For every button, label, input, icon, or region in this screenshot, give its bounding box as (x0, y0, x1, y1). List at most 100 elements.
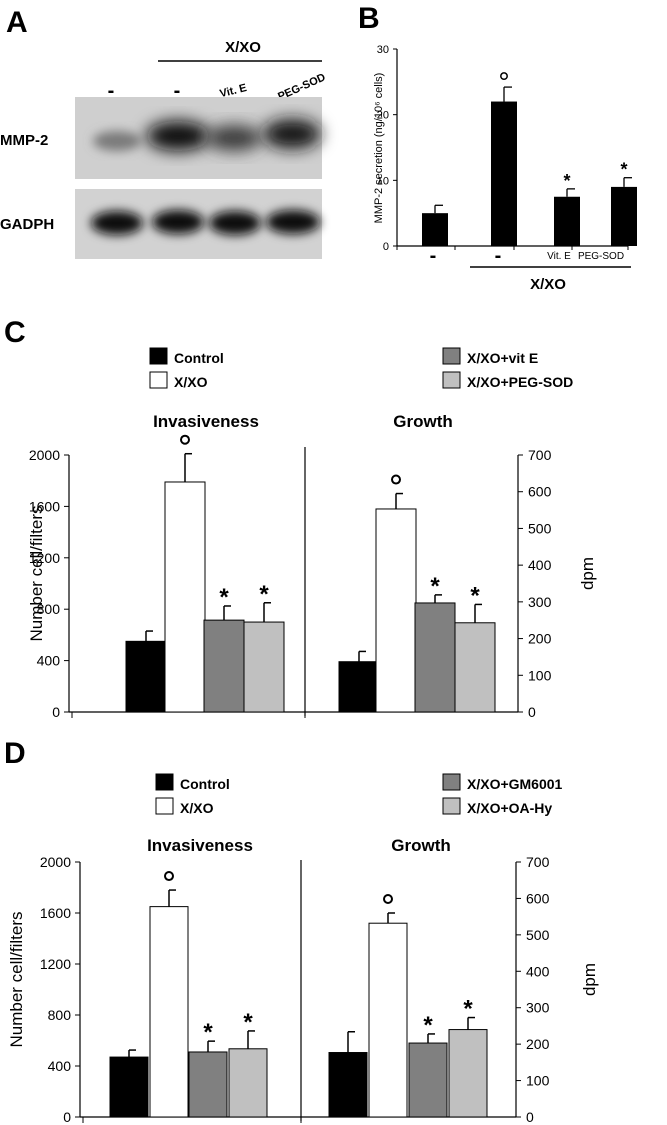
legend-label: X/XO+GM6001 (467, 776, 563, 792)
y-tick-label-left: 1200 (40, 956, 71, 972)
bar (328, 1052, 368, 1118)
blot-lane-label-2: - (174, 80, 181, 102)
group-title: Invasiveness (147, 836, 253, 855)
gadph-band-2 (152, 210, 204, 234)
mmp2-band-1 (93, 131, 141, 151)
group-title: Invasiveness (153, 412, 259, 431)
y-tick-label-left: 2000 (29, 447, 60, 463)
x-category-label: PEG-SOD (578, 251, 624, 262)
y-tick-label-left: 1200 (29, 550, 60, 566)
y-tick-label-right: 300 (528, 594, 552, 610)
blot-lane-label-1: - (108, 80, 115, 102)
gadph-band-1 (91, 211, 143, 235)
y-tick-label-left: 1600 (29, 498, 60, 514)
panel-d: D Control X/XO X/XO+GM6001 X/XO+OA-Hy 0 400 80… (4, 737, 599, 1125)
y-tick-label-right: 400 (526, 963, 550, 979)
bar (228, 1048, 268, 1118)
x-category-label: Vit. E (547, 251, 571, 262)
chart-d: Control X/XO X/XO+GM6001 X/XO+OA-Hy 0 400 800 1… (7, 773, 599, 1125)
significance-circle (391, 474, 401, 485)
y-tick-label-right: 100 (528, 667, 552, 683)
bar (338, 661, 380, 713)
y-tick-label-left: 400 (37, 653, 61, 669)
gadph-band-4 (266, 210, 320, 234)
legend-swatch (442, 797, 461, 815)
chart-b: 0 10 20 30 * * - - Vit. E PEG-SOD X/XO MMP-2 secret… (373, 44, 637, 293)
panel-a: A X/XO - - Vit. E PEG-SOD MMP-2 GADPH (0, 6, 327, 259)
legend-swatch (155, 797, 174, 815)
panel-letter-d: D (4, 737, 26, 770)
significance-circle (383, 894, 393, 904)
y-tick-label-right: 600 (528, 484, 552, 500)
bar (149, 906, 189, 1118)
y-axis-title-right: dpm (580, 963, 599, 996)
legend-swatch (155, 773, 174, 791)
significance-asterisk: * (219, 584, 229, 611)
legend-label: X/XO+OA-Hy (467, 800, 552, 816)
significance-asterisk: * (259, 581, 269, 608)
y-tick-label: 0 (383, 241, 389, 253)
bar (188, 1051, 228, 1118)
y-tick-label-right: 500 (528, 520, 552, 536)
x-axis-title: X/XO (530, 276, 566, 293)
bar (414, 602, 456, 713)
blot-group-label: X/XO (225, 39, 261, 56)
bar (109, 1056, 149, 1118)
significance-asterisk: * (563, 171, 570, 191)
blot-row-label-gadph: GADPH (0, 216, 54, 233)
chart-c: Control X/XO X/XO+vit E X/XO+PEG-SOD 0 400 800… (27, 347, 597, 720)
panel-letter-c: C (4, 316, 26, 349)
bar (164, 481, 206, 713)
significance-asterisk: * (463, 996, 473, 1023)
bar (611, 186, 637, 246)
y-tick-label-left: 800 (48, 1007, 72, 1023)
legend-label: X/XO (174, 374, 208, 390)
blot-row-label-mmp2: MMP-2 (0, 132, 48, 149)
y-tick-label-left: 2000 (40, 854, 71, 870)
y-tick-label-left: 800 (37, 601, 61, 617)
significance-asterisk: * (620, 160, 627, 180)
bar (491, 101, 517, 247)
panel-letter-b: B (358, 2, 380, 35)
y-tick-label: 10 (377, 175, 389, 187)
y-tick-label-right: 700 (526, 854, 550, 870)
y-tick-label-right: 600 (526, 890, 550, 906)
significance-asterisk: * (470, 582, 480, 609)
bar (422, 213, 448, 246)
x-category-label: - (430, 245, 437, 267)
y-tick-label-right: 100 (526, 1073, 550, 1089)
y-tick-label-right: 400 (528, 557, 552, 573)
bar (368, 922, 408, 1118)
y-tick-label-left: 0 (52, 704, 60, 720)
legend-swatch (442, 773, 461, 791)
bar (243, 621, 285, 713)
y-axis-title-left: Number cell/filters (27, 505, 46, 641)
y-tick-label-left: 400 (48, 1058, 72, 1074)
y-tick-label-left: 1600 (40, 905, 71, 921)
panel-c: C Control X/XO X/XO+vit E X/XO+PEG-SOD 0 400 8… (4, 316, 597, 720)
gadph-band-3 (209, 211, 261, 235)
significance-asterisk: * (203, 1019, 213, 1046)
legend-label: X/XO+vit E (467, 350, 538, 366)
bar (448, 1029, 488, 1118)
y-tick-label-left: 0 (63, 1109, 71, 1125)
bar (408, 1042, 448, 1118)
mmp2-band-2 (146, 121, 210, 151)
y-axis-title-left: Number cell/filters (7, 911, 26, 1047)
y-tick-label-right: 0 (528, 704, 536, 720)
bar (375, 508, 417, 713)
y-tick-label: 20 (377, 110, 389, 122)
significance-circle (164, 871, 174, 882)
bar (454, 622, 496, 713)
bar (203, 619, 245, 713)
legend-label: X/XO+PEG-SOD (467, 374, 573, 390)
mmp2-band-4 (263, 119, 321, 149)
y-tick-label-right: 200 (526, 1036, 550, 1052)
bar (554, 196, 580, 246)
bar (125, 640, 167, 713)
y-tick-label-right: 200 (528, 631, 552, 647)
y-tick-label-right: 0 (526, 1109, 534, 1125)
significance-circle (180, 434, 190, 445)
legend-label: Control (180, 776, 230, 792)
